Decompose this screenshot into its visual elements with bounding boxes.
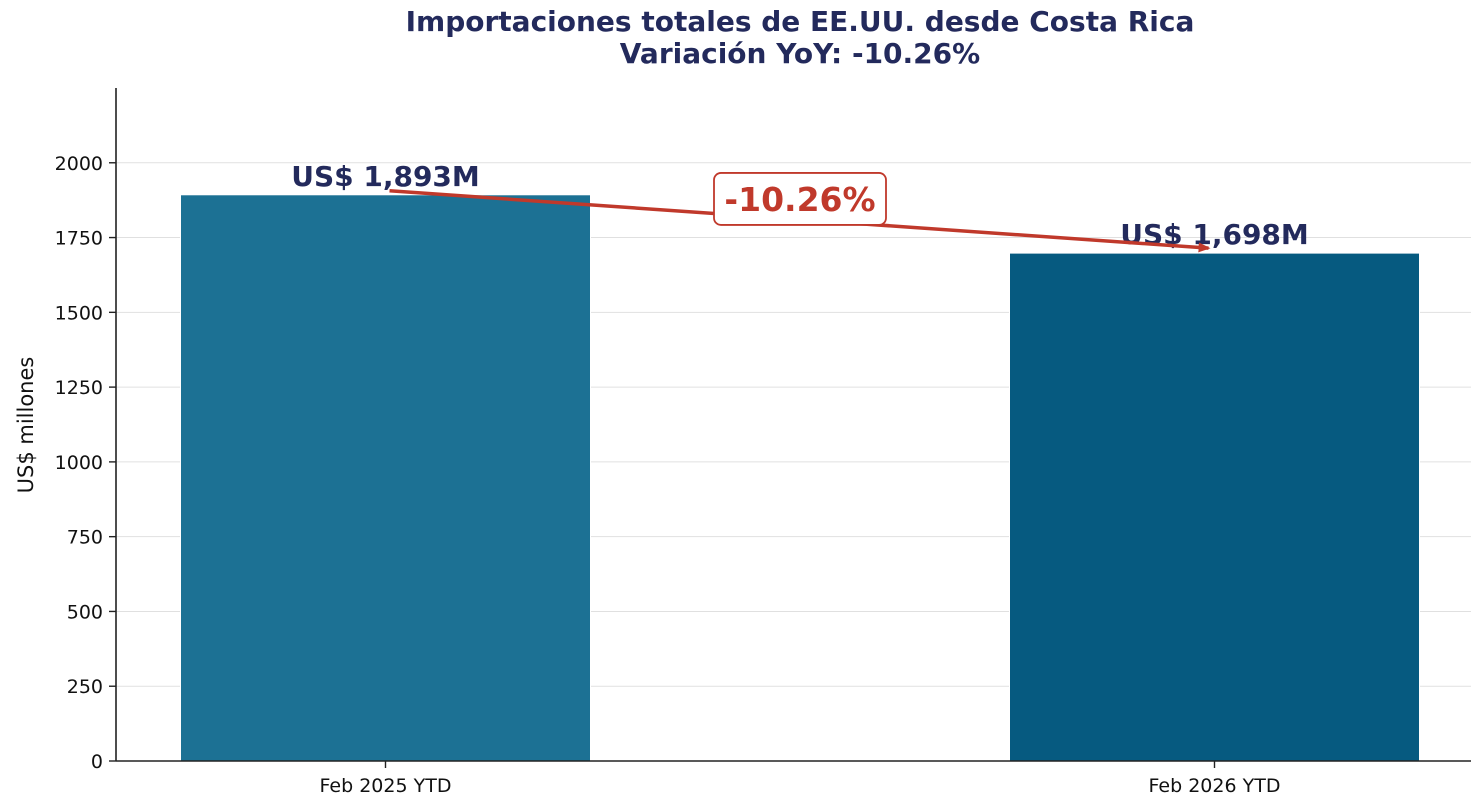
y-tick-label: 1500 (55, 302, 103, 324)
y-tick-label: 1750 (55, 228, 103, 250)
y-tick-label: 0 (91, 751, 103, 773)
change-label: -10.26% (724, 180, 875, 219)
x-tick-label: Feb 2026 YTD (1149, 775, 1281, 796)
y-tick-label: 250 (67, 676, 103, 698)
x-tick-label: Feb 2025 YTD (320, 775, 452, 796)
y-tick-label: 750 (67, 527, 103, 549)
chart-subtitle: Variación YoY: -10.26% (620, 37, 980, 70)
y-axis-ticks: 0 250 500 750 1000 1250 1500 1750 2000 (55, 153, 116, 773)
change-box (713, 172, 887, 226)
change-annotation: -10.26% (389, 172, 1211, 253)
y-tick-label: 1250 (55, 377, 103, 399)
y-tick-label: 2000 (55, 153, 103, 175)
bar (1009, 252, 1420, 762)
bars (180, 194, 1420, 762)
y-axis-label: US$ millones (14, 357, 38, 494)
y-tick-label: 1000 (55, 452, 103, 474)
data-label: US$ 1,893M (291, 160, 480, 193)
data-label: US$ 1,698M (1120, 218, 1309, 251)
chart-title: Importaciones totales de EE.UU. desde Co… (406, 5, 1195, 38)
bar (180, 194, 591, 762)
y-tick-label: 500 (67, 601, 103, 623)
x-axis-ticks: Feb 2025 YTD Feb 2026 YTD (320, 761, 1281, 796)
